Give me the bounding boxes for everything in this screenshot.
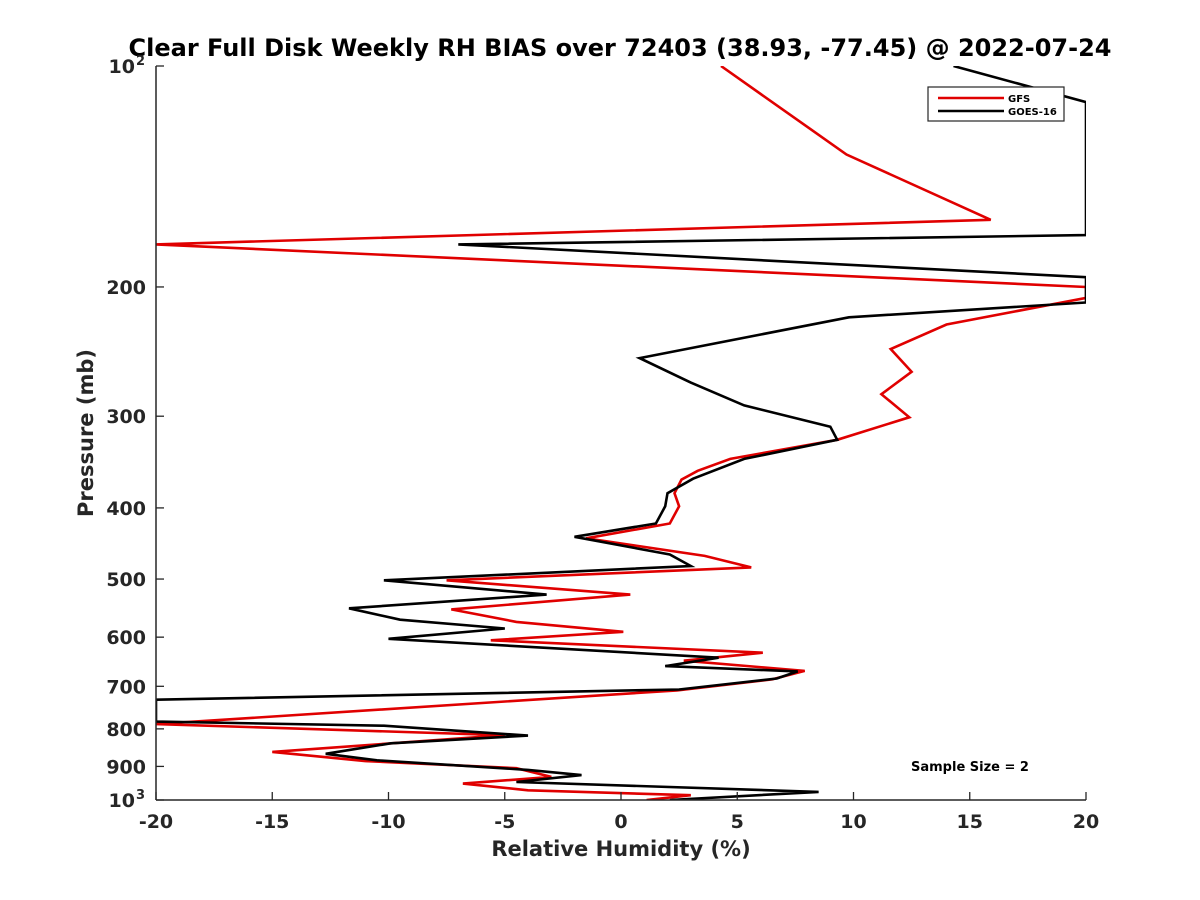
y-tick-label: 10 [109, 56, 135, 78]
y-tick-label: 10 [109, 790, 135, 812]
y-tick-label: 600 [106, 627, 146, 649]
sample-size-annotation: Sample Size = 2 [911, 760, 1029, 775]
y-tick-exponent: 3 [136, 788, 145, 803]
x-tick-label: -5 [494, 811, 515, 833]
y-tick-label: 400 [106, 498, 146, 520]
x-axis-label: Relative Humidity (%) [491, 837, 750, 861]
y-tick-label: 900 [106, 756, 146, 778]
x-tick-label: 15 [957, 811, 983, 833]
y-tick-label: 200 [106, 277, 146, 299]
legend-label-gfs: GFS [1008, 94, 1030, 105]
x-ticks: -20 -15 -10 -5 0 5 10 15 20 [139, 792, 1099, 833]
series-layer [156, 66, 1086, 800]
legend: GFS GOES-16 [927, 86, 1065, 122]
y-tick-label: 500 [106, 569, 146, 591]
y-tick-label: 800 [106, 719, 146, 741]
legend-box [927, 86, 1065, 122]
y-tick-label: 700 [106, 676, 146, 698]
x-tick-label: 10 [840, 811, 866, 833]
x-tick-label: 20 [1073, 811, 1099, 833]
x-tick-label: -15 [255, 811, 289, 833]
x-tick-label: -20 [139, 811, 173, 833]
series-line-goes16 [156, 66, 1086, 800]
legend-label-goes16: GOES-16 [1008, 107, 1057, 118]
x-tick-label: -10 [371, 811, 405, 833]
x-tick-label: 0 [614, 811, 627, 833]
y-axis-label: Pressure (mb) [74, 349, 98, 517]
chart-title: Clear Full Disk Weekly RH BIAS over 7240… [129, 34, 1112, 62]
y-tick-label: 300 [106, 406, 146, 428]
x-tick-label: 5 [731, 811, 744, 833]
y-tick-exponent: 2 [136, 54, 145, 69]
series-line-gfs [156, 66, 1086, 800]
